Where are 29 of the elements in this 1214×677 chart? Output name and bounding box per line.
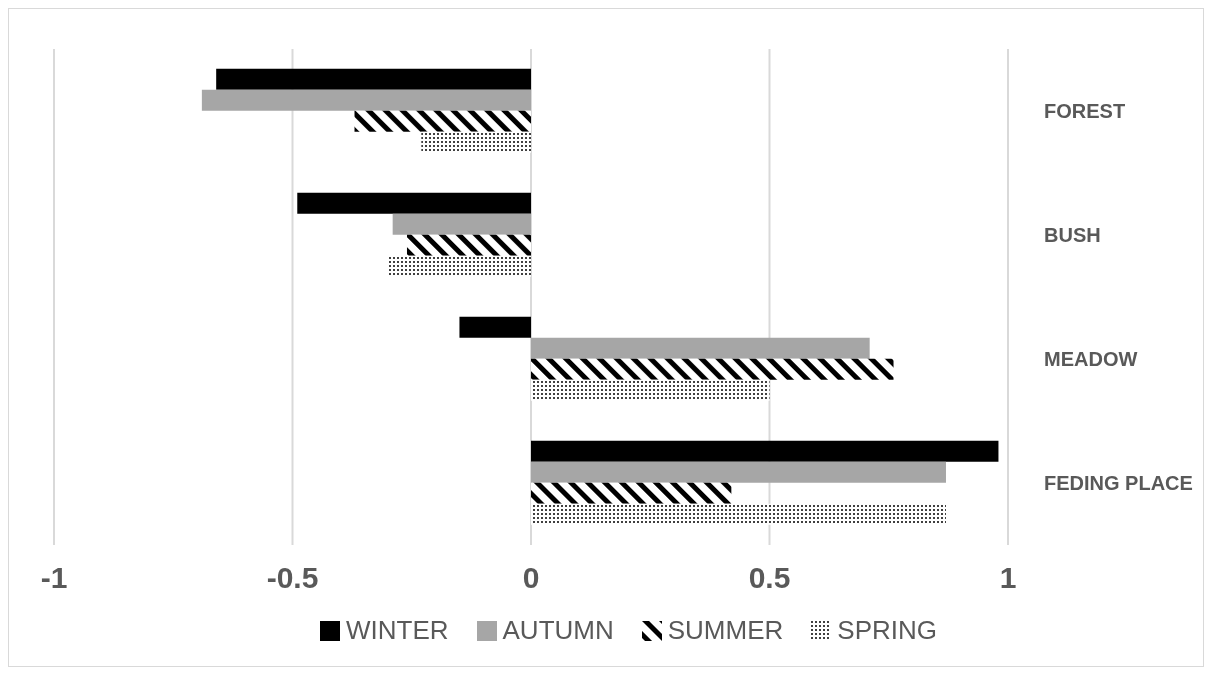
x-tick-label: -1: [40, 561, 68, 595]
bar: [531, 482, 732, 504]
legend-label: SUMMER: [666, 615, 784, 646]
legend-label: AUTUMN: [501, 615, 614, 646]
bar: [297, 192, 531, 214]
bar: [531, 461, 946, 483]
bar: [406, 234, 531, 256]
y-tick-label: FEDING PLACE: [1044, 472, 1193, 495]
bar: [531, 337, 870, 359]
legend-label: WINTER: [345, 615, 449, 646]
x-tick-label: 1: [999, 561, 1017, 595]
bar: [354, 110, 531, 132]
bar: [531, 503, 946, 525]
bar: [531, 440, 999, 462]
bar: [531, 379, 770, 401]
x-tick-label: 0: [522, 561, 540, 595]
bar: [459, 316, 531, 338]
y-tick-label: BUSH: [1044, 224, 1101, 247]
y-tick-label: MEADOW: [1044, 348, 1138, 371]
y-tick-label: FOREST: [1044, 100, 1126, 123]
legend-label: SPRING: [836, 615, 937, 646]
bar: [387, 255, 531, 277]
bar: [216, 68, 531, 90]
bar: [421, 131, 531, 153]
bar: [531, 358, 894, 380]
bar: [201, 89, 531, 111]
x-tick-label: -0.5: [266, 561, 319, 595]
bar: [392, 213, 531, 235]
x-tick-label: 0.5: [748, 561, 791, 595]
